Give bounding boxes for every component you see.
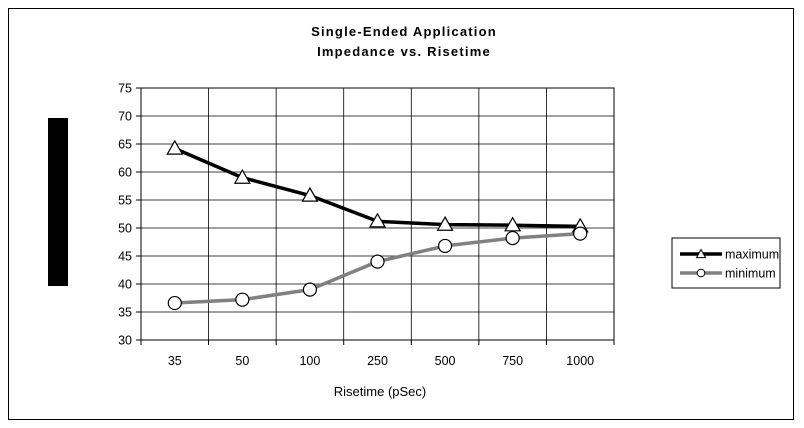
x-tick-label: 1000 bbox=[566, 354, 594, 368]
x-tick-label: 500 bbox=[435, 354, 456, 368]
x-tick-label: 50 bbox=[235, 354, 249, 368]
data-point bbox=[573, 226, 588, 241]
data-point bbox=[370, 254, 385, 269]
data-point bbox=[368, 212, 387, 228]
y-tick-label: 70 bbox=[118, 110, 132, 124]
legend-box bbox=[671, 237, 781, 289]
x-tick-label: 750 bbox=[502, 354, 523, 368]
black-bar bbox=[48, 118, 68, 286]
legend-marker-maximum bbox=[695, 248, 707, 259]
y-tick-label: 60 bbox=[118, 166, 132, 180]
y-tick-label: 45 bbox=[118, 250, 132, 264]
plot-border bbox=[140, 87, 615, 341]
data-point bbox=[437, 238, 453, 254]
chart-title-line-2: Impedance vs. Risetime bbox=[317, 44, 491, 59]
legend-label-minimum: minimum bbox=[725, 267, 776, 281]
data-point bbox=[167, 295, 182, 311]
axes: 30 35 40 45 50 55 60 65 70 75 35 50 100 250 500 750 1000 bbox=[118, 82, 615, 368]
legend-label-maximum: maximum bbox=[725, 248, 779, 262]
y-tick-label: 65 bbox=[118, 138, 132, 152]
data-point bbox=[235, 292, 250, 307]
legend: maximum minimum bbox=[671, 237, 781, 289]
data-point bbox=[504, 216, 522, 232]
data-point bbox=[301, 186, 319, 202]
y-tick-label: 75 bbox=[118, 82, 132, 96]
data-point bbox=[302, 282, 318, 297]
chart-title-line-1: Single-Ended Application bbox=[311, 24, 497, 39]
series bbox=[166, 139, 589, 311]
data-point bbox=[233, 168, 251, 184]
y-tick-label: 30 bbox=[118, 334, 132, 348]
y-tick-label: 40 bbox=[118, 278, 132, 292]
data-point bbox=[166, 139, 184, 155]
x-tick-label: 250 bbox=[367, 354, 388, 368]
x-tick-label: 35 bbox=[168, 354, 182, 368]
legend-marker-minimum bbox=[696, 268, 706, 278]
data-point bbox=[505, 230, 520, 246]
y-tick-label: 35 bbox=[118, 306, 132, 320]
data-point bbox=[436, 215, 454, 231]
x-tick-label: 100 bbox=[299, 354, 320, 368]
x-axis-title: Risetime (pSec) bbox=[334, 384, 426, 399]
y-tick-label: 55 bbox=[118, 194, 132, 208]
y-tick-label: 50 bbox=[118, 222, 132, 236]
